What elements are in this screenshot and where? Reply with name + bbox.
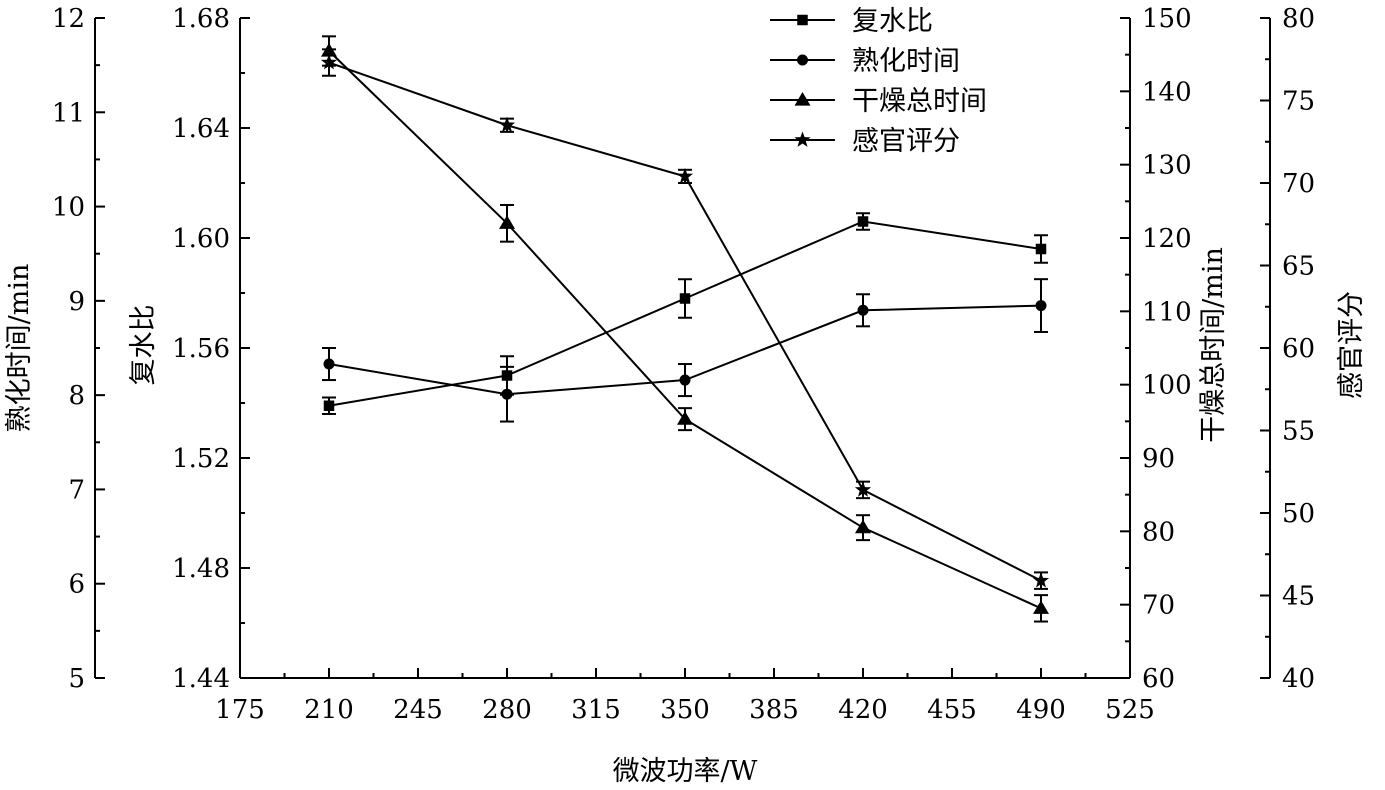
rehy-axis-title: 复水比 xyxy=(128,305,159,386)
legend-label: 熟化时间 xyxy=(852,46,960,77)
x-tick-label: 420 xyxy=(838,695,888,725)
cook-tick-label: 7 xyxy=(68,475,85,505)
dry-tick-label: 80 xyxy=(1142,517,1175,547)
data-point xyxy=(857,304,869,316)
cook-tick-label: 10 xyxy=(52,193,85,223)
sens-tick-label: 45 xyxy=(1282,582,1315,612)
data-point xyxy=(323,358,335,370)
dry-tick-label: 130 xyxy=(1142,151,1192,181)
rehy-tick-label: 1.56 xyxy=(172,334,230,364)
data-point xyxy=(854,481,872,497)
sens-tick-label: 70 xyxy=(1282,169,1315,199)
data-point xyxy=(1033,600,1049,614)
legend-marker xyxy=(794,131,811,147)
x-tick-label: 385 xyxy=(749,695,799,725)
data-point xyxy=(498,116,516,133)
sens-axis-title: 感官评分 xyxy=(1336,291,1367,399)
legend-marker xyxy=(794,92,811,106)
sens-tick-label: 55 xyxy=(1282,417,1315,447)
cook-tick-label: 12 xyxy=(52,4,85,34)
dry-tick-label: 60 xyxy=(1142,664,1175,694)
cook-tick-label: 5 xyxy=(68,664,85,694)
data-point xyxy=(1032,572,1050,588)
legend-item: 复水比 xyxy=(770,6,933,37)
rehy-tick-label: 1.44 xyxy=(172,664,230,694)
rehy-tick-label: 1.52 xyxy=(172,444,230,474)
sens-tick-label: 40 xyxy=(1282,664,1315,694)
data-point xyxy=(501,388,513,400)
series-triangle xyxy=(321,35,1049,623)
x-tick-label: 315 xyxy=(571,695,621,725)
legend-label: 干燥总时间 xyxy=(852,86,987,117)
series-layer xyxy=(320,35,1050,623)
data-point xyxy=(857,216,869,227)
rehy-tick-label: 1.48 xyxy=(172,554,230,584)
axes-layer: 175 210 245 280 315 350 385 420 455 490 525微波功率/W5… xyxy=(4,4,1367,787)
rehy-tick-label: 1.68 xyxy=(172,4,230,34)
x-tick-label: 280 xyxy=(482,695,532,725)
sens-tick-label: 60 xyxy=(1282,334,1315,364)
dry-tick-label: 90 xyxy=(1142,444,1175,474)
x-axis-title: 微波功率/W xyxy=(613,756,758,787)
legend-label: 复水比 xyxy=(852,6,933,37)
sens-tick-label: 75 xyxy=(1282,87,1315,117)
dry-tick-label: 150 xyxy=(1142,4,1192,34)
cook-axis-title: 熟化时间/min xyxy=(4,264,35,433)
sens-tick-label: 50 xyxy=(1282,499,1315,529)
dry-tick-label: 120 xyxy=(1142,224,1192,254)
series-circle xyxy=(322,278,1048,423)
cook-tick-label: 8 xyxy=(68,381,85,411)
sens-tick-label: 80 xyxy=(1282,4,1315,34)
legend-item: 干燥总时间 xyxy=(770,86,987,117)
data-point xyxy=(320,54,338,70)
legend-marker xyxy=(797,54,808,66)
data-point xyxy=(499,215,515,229)
dry-tick-label: 140 xyxy=(1142,77,1192,107)
x-tick-label: 245 xyxy=(393,695,443,725)
cook-tick-label: 9 xyxy=(68,287,85,317)
series-star xyxy=(320,48,1050,590)
cook-tick-label: 6 xyxy=(68,570,85,600)
x-tick-label: 525 xyxy=(1105,695,1155,725)
x-tick-label: 175 xyxy=(215,695,265,725)
cook-tick-label: 11 xyxy=(52,98,85,128)
data-point xyxy=(323,400,335,411)
x-tick-label: 210 xyxy=(304,695,354,725)
dry-tick-label: 110 xyxy=(1142,297,1192,327)
data-point xyxy=(679,293,691,304)
rehy-tick-label: 1.64 xyxy=(172,114,230,144)
legend-marker xyxy=(797,14,808,26)
legend-label: 感官评分 xyxy=(852,126,960,157)
legend-item: 感官评分 xyxy=(770,126,960,157)
x-tick-label: 455 xyxy=(927,695,977,725)
data-point xyxy=(676,167,694,184)
x-tick-label: 490 xyxy=(1016,695,1066,725)
legend-item: 熟化时间 xyxy=(770,46,960,77)
data-point xyxy=(1035,300,1047,312)
rehy-tick-label: 1.60 xyxy=(172,224,230,254)
data-point xyxy=(679,374,691,386)
dry-axis-title: 干燥总时间/min xyxy=(1198,247,1229,443)
x-tick-label: 350 xyxy=(660,695,710,725)
sens-tick-label: 65 xyxy=(1282,252,1315,282)
data-point xyxy=(677,411,693,425)
data-point xyxy=(855,519,871,534)
dry-tick-label: 70 xyxy=(1142,591,1175,621)
data-point xyxy=(1035,243,1047,255)
dry-tick-label: 100 xyxy=(1142,371,1192,401)
